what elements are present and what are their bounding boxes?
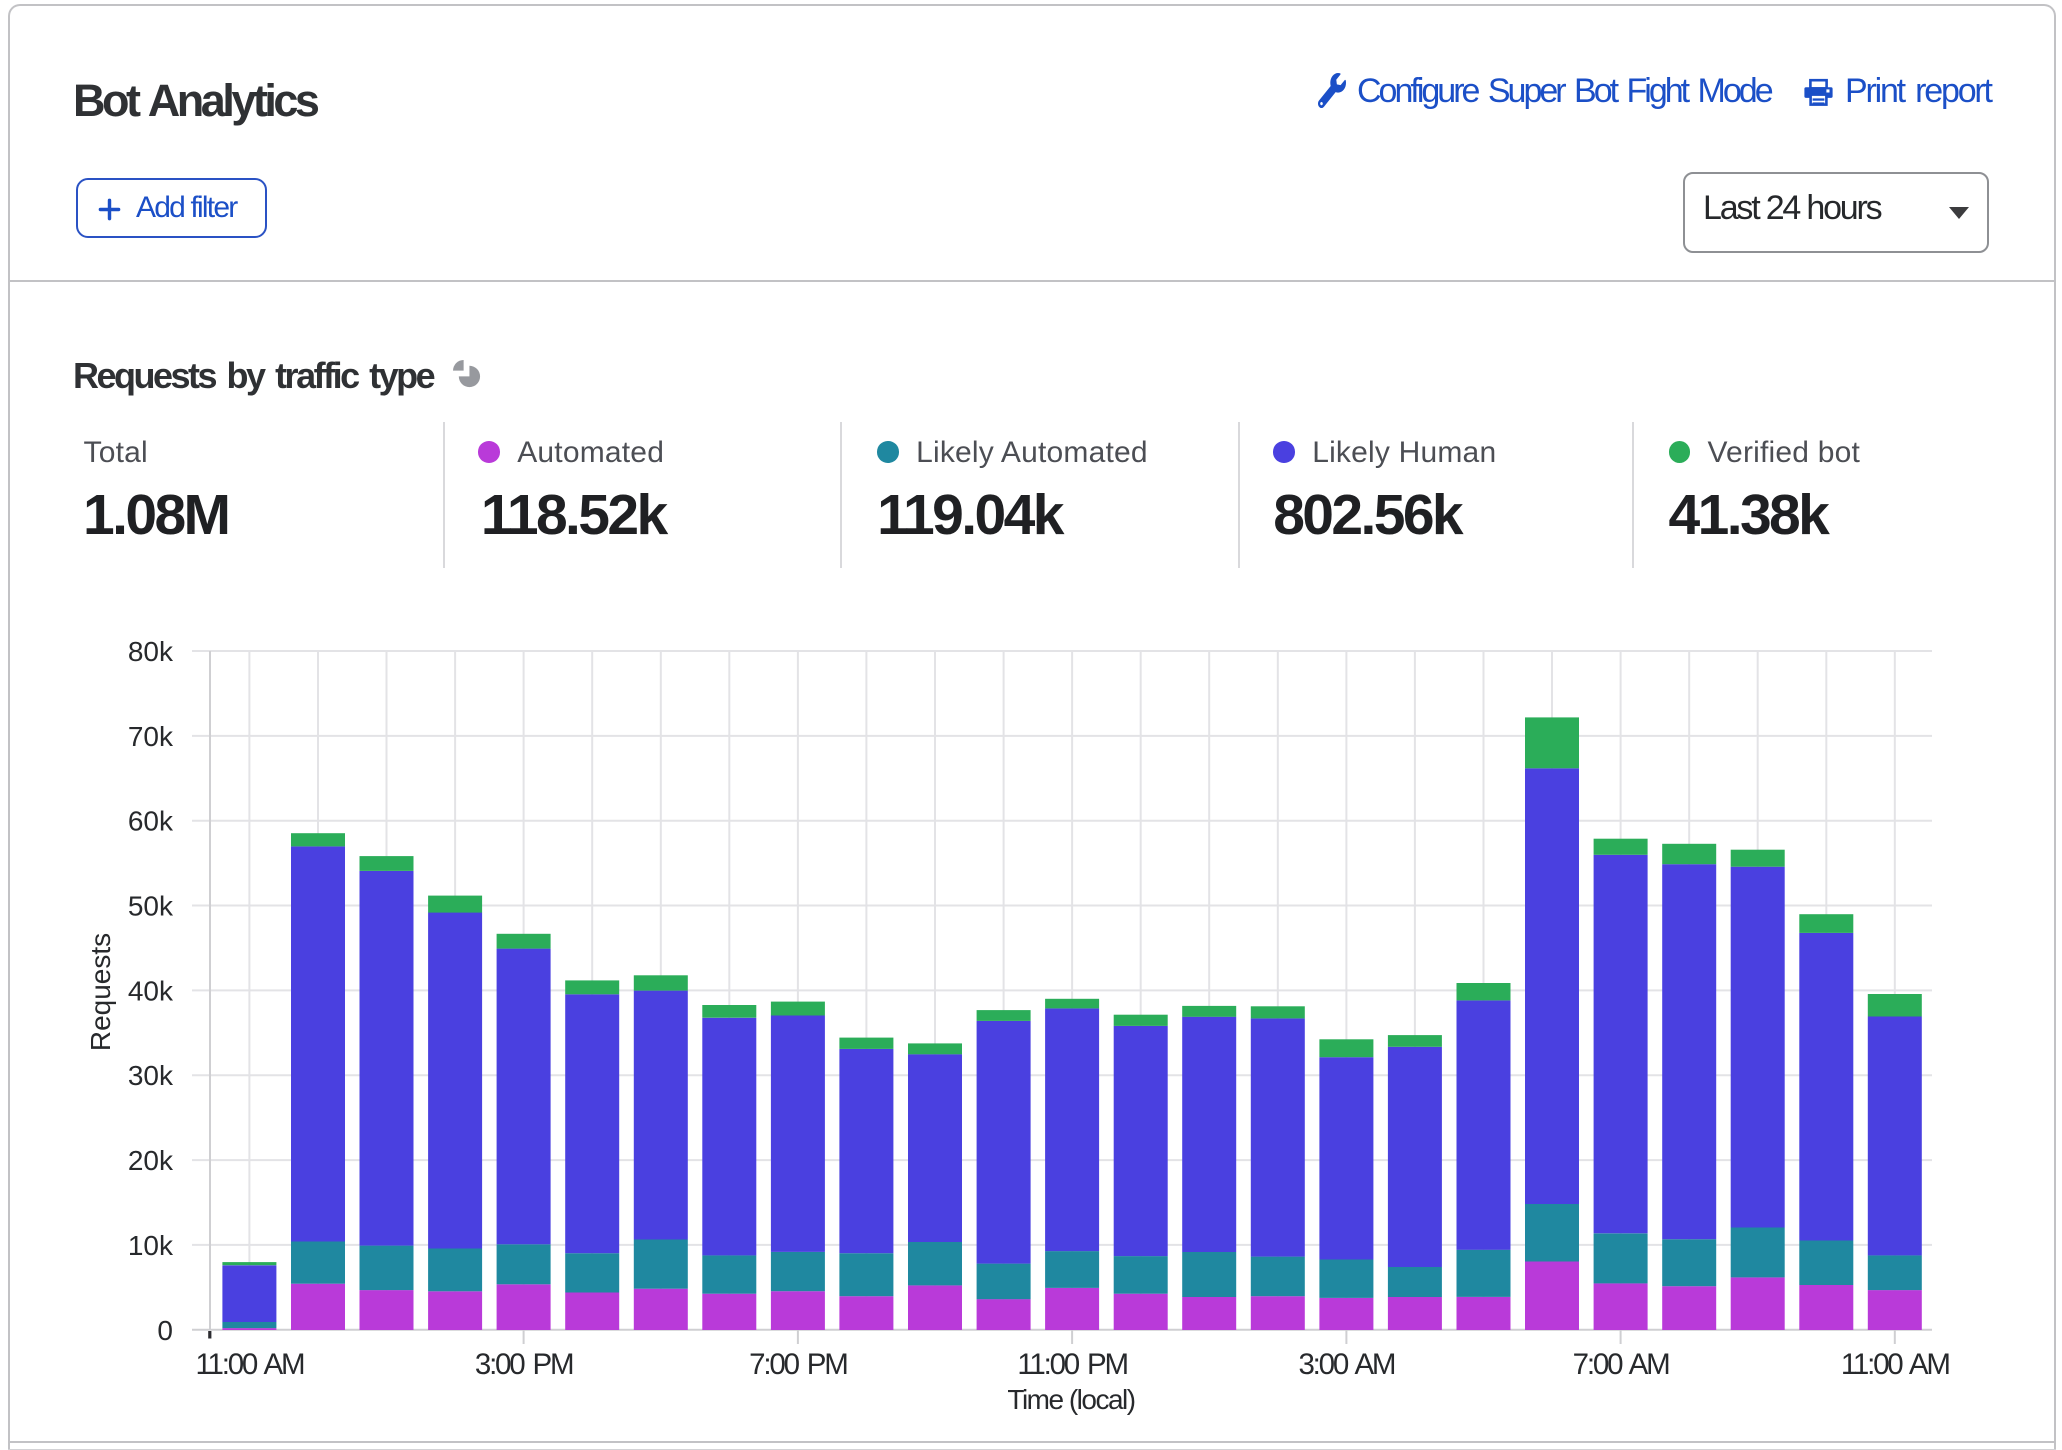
svg-text:10k: 10k: [128, 1230, 174, 1261]
svg-text:11:00 AM: 11:00 AM: [195, 1348, 303, 1381]
svg-text:Time (local): Time (local): [1007, 1384, 1134, 1415]
svg-text:20k: 20k: [128, 1145, 174, 1176]
svg-text:30k: 30k: [128, 1060, 174, 1091]
svg-text:7:00 AM: 7:00 AM: [1573, 1348, 1669, 1381]
svg-text:11:00 AM: 11:00 AM: [1841, 1348, 1949, 1381]
svg-text:70k: 70k: [128, 721, 174, 752]
svg-text:Requests: Requests: [85, 933, 116, 1051]
svg-text:3:00 AM: 3:00 AM: [1298, 1348, 1394, 1381]
svg-text:11:00 PM: 11:00 PM: [1017, 1348, 1127, 1381]
svg-text:60k: 60k: [128, 806, 174, 837]
svg-text:3:00 PM: 3:00 PM: [475, 1348, 573, 1381]
svg-text:40k: 40k: [128, 975, 174, 1006]
svg-text:7:00 PM: 7:00 PM: [749, 1348, 847, 1381]
svg-text:50k: 50k: [128, 891, 174, 922]
svg-text:0: 0: [157, 1315, 173, 1346]
svg-text:80k: 80k: [128, 636, 174, 667]
